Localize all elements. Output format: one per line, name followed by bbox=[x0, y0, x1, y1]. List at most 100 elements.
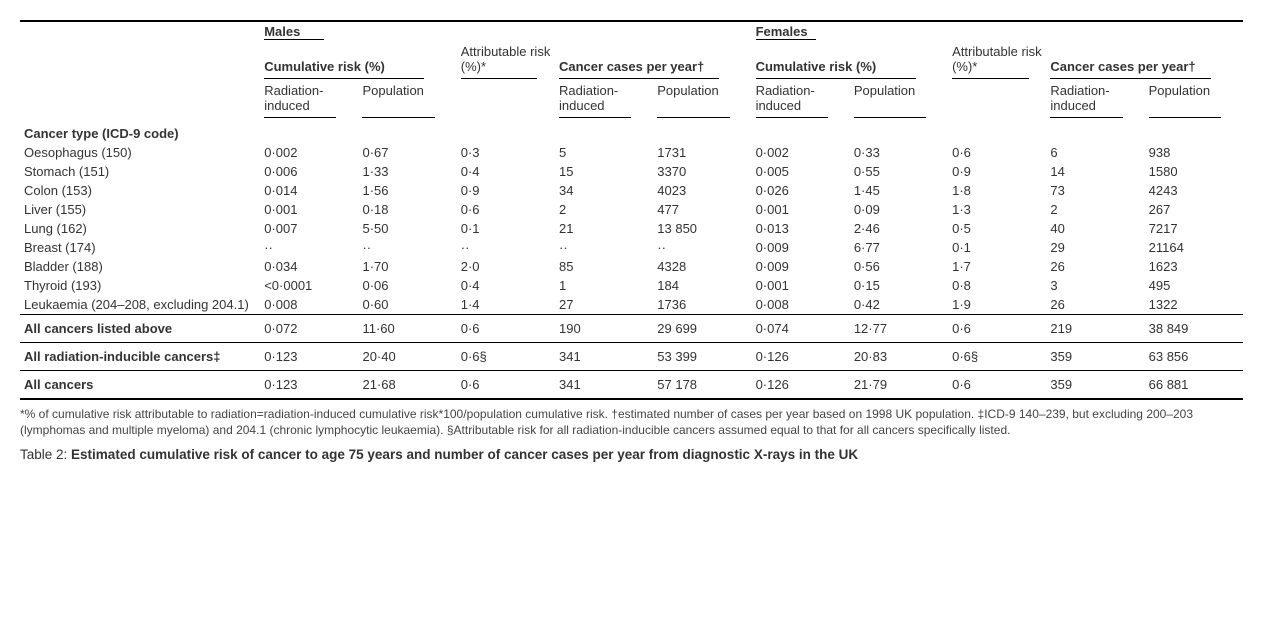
sub-population: Population bbox=[657, 83, 718, 98]
cell: 0·67 bbox=[358, 143, 456, 162]
cell: 0·001 bbox=[260, 200, 358, 219]
cell: 29 699 bbox=[653, 315, 751, 343]
cell: 495 bbox=[1145, 276, 1243, 295]
cell: 5·50 bbox=[358, 219, 456, 238]
row-label: Stomach (151) bbox=[20, 162, 260, 181]
summary-row: All cancers0·12321·680·634157 1780·12621… bbox=[20, 371, 1243, 400]
section-head: Cancer type (ICD-9 code) bbox=[20, 120, 260, 143]
cell: 0·4 bbox=[457, 276, 555, 295]
cell: 0·1 bbox=[457, 219, 555, 238]
cell: 0·008 bbox=[260, 295, 358, 315]
cell: 21·68 bbox=[358, 371, 456, 400]
cell: 0·42 bbox=[850, 295, 948, 315]
cell: 0·001 bbox=[752, 200, 850, 219]
cell: ·· bbox=[358, 238, 456, 257]
summary-row: All cancers listed above0·07211·600·6190… bbox=[20, 315, 1243, 343]
sub-population: Population bbox=[854, 83, 915, 98]
cell: 29 bbox=[1046, 238, 1144, 257]
cell: 20·40 bbox=[358, 343, 456, 371]
cell: ·· bbox=[457, 238, 555, 257]
cell: 1·8 bbox=[948, 181, 1046, 200]
cell: 11·60 bbox=[358, 315, 456, 343]
cell: 0·5 bbox=[948, 219, 1046, 238]
cell: 0·55 bbox=[850, 162, 948, 181]
cell: 3 bbox=[1046, 276, 1144, 295]
cell: 267 bbox=[1145, 200, 1243, 219]
table-caption: Table 2: Estimated cumulative risk of ca… bbox=[20, 446, 1243, 464]
cell: 1·45 bbox=[850, 181, 948, 200]
table-row: Leukaemia (204–208, excluding 204.1)0·00… bbox=[20, 295, 1243, 315]
cell: 21164 bbox=[1145, 238, 1243, 257]
cell: 2 bbox=[1046, 200, 1144, 219]
cell: 38 849 bbox=[1145, 315, 1243, 343]
cell: 3370 bbox=[653, 162, 751, 181]
cell: 1·9 bbox=[948, 295, 1046, 315]
cell: 1·4 bbox=[457, 295, 555, 315]
row-label: Bladder (188) bbox=[20, 257, 260, 276]
cell: ·· bbox=[555, 238, 653, 257]
row-label: Lung (162) bbox=[20, 219, 260, 238]
cell: 219 bbox=[1046, 315, 1144, 343]
caption-prefix: Table 2: bbox=[20, 447, 71, 462]
cell: 0·072 bbox=[260, 315, 358, 343]
cell: 66 881 bbox=[1145, 371, 1243, 400]
data-rows-body: Oesophagus (150)0·0020·670·3517310·0020·… bbox=[20, 143, 1243, 315]
cell: 0·6 bbox=[457, 371, 555, 400]
cell: 0·6 bbox=[457, 200, 555, 219]
header-females: Females bbox=[756, 24, 816, 40]
cell: 40 bbox=[1046, 219, 1144, 238]
cell: 1·70 bbox=[358, 257, 456, 276]
header-row-sex: Males Females bbox=[20, 21, 1243, 42]
cell: 0·123 bbox=[260, 371, 358, 400]
header-attributable-f: Attributable risk (%)* bbox=[952, 44, 1042, 74]
cell: 0·06 bbox=[358, 276, 456, 295]
cell: 0·034 bbox=[260, 257, 358, 276]
table-row: Bladder (188)0·0341·702·08543280·0090·56… bbox=[20, 257, 1243, 276]
cell: 0·09 bbox=[850, 200, 948, 219]
cell: 26 bbox=[1046, 257, 1144, 276]
cell: 0·009 bbox=[752, 257, 850, 276]
cell: 0·008 bbox=[752, 295, 850, 315]
summary-label: All cancers listed above bbox=[20, 315, 260, 343]
header-cases-f: Cancer cases per year† bbox=[1050, 59, 1195, 74]
cell: 12·77 bbox=[850, 315, 948, 343]
cell: 0·6 bbox=[948, 315, 1046, 343]
cell: 15 bbox=[555, 162, 653, 181]
cell: 1322 bbox=[1145, 295, 1243, 315]
cell: 4243 bbox=[1145, 181, 1243, 200]
cell: 7217 bbox=[1145, 219, 1243, 238]
sub-population: Population bbox=[362, 83, 423, 98]
cell: 1·3 bbox=[948, 200, 1046, 219]
cell: 0·002 bbox=[260, 143, 358, 162]
cell: 0·4 bbox=[457, 162, 555, 181]
cell: 21·79 bbox=[850, 371, 948, 400]
cell: 341 bbox=[555, 343, 653, 371]
cell: 2 bbox=[555, 200, 653, 219]
sub-radiation: Radiation-induced bbox=[264, 83, 323, 113]
summary-row: All radiation-inducible cancers‡0·12320·… bbox=[20, 343, 1243, 371]
row-label: Breast (174) bbox=[20, 238, 260, 257]
cell: 1·7 bbox=[948, 257, 1046, 276]
cell: 1·33 bbox=[358, 162, 456, 181]
cell: 0·013 bbox=[752, 219, 850, 238]
cell: 0·026 bbox=[752, 181, 850, 200]
cell: 359 bbox=[1046, 371, 1144, 400]
closing-rule bbox=[20, 399, 1243, 400]
cancer-risk-table: Males Females Cumulative risk (%) Attrib… bbox=[20, 20, 1243, 400]
table-row: Stomach (151)0·0061·330·41533700·0050·55… bbox=[20, 162, 1243, 181]
cell: 0·123 bbox=[260, 343, 358, 371]
sub-radiation: Radiation-induced bbox=[559, 83, 618, 113]
cell: 0·007 bbox=[260, 219, 358, 238]
cell: 20·83 bbox=[850, 343, 948, 371]
cell: 341 bbox=[555, 371, 653, 400]
cell: 0·9 bbox=[457, 181, 555, 200]
header-males: Males bbox=[264, 24, 324, 40]
cell: 938 bbox=[1145, 143, 1243, 162]
cell: 0·014 bbox=[260, 181, 358, 200]
cell: 6 bbox=[1046, 143, 1144, 162]
row-label: Colon (153) bbox=[20, 181, 260, 200]
summary-rows-body: All cancers listed above0·07211·600·6190… bbox=[20, 315, 1243, 401]
cell: 0·126 bbox=[752, 371, 850, 400]
summary-label: All cancers bbox=[20, 371, 260, 400]
cell: 0·074 bbox=[752, 315, 850, 343]
